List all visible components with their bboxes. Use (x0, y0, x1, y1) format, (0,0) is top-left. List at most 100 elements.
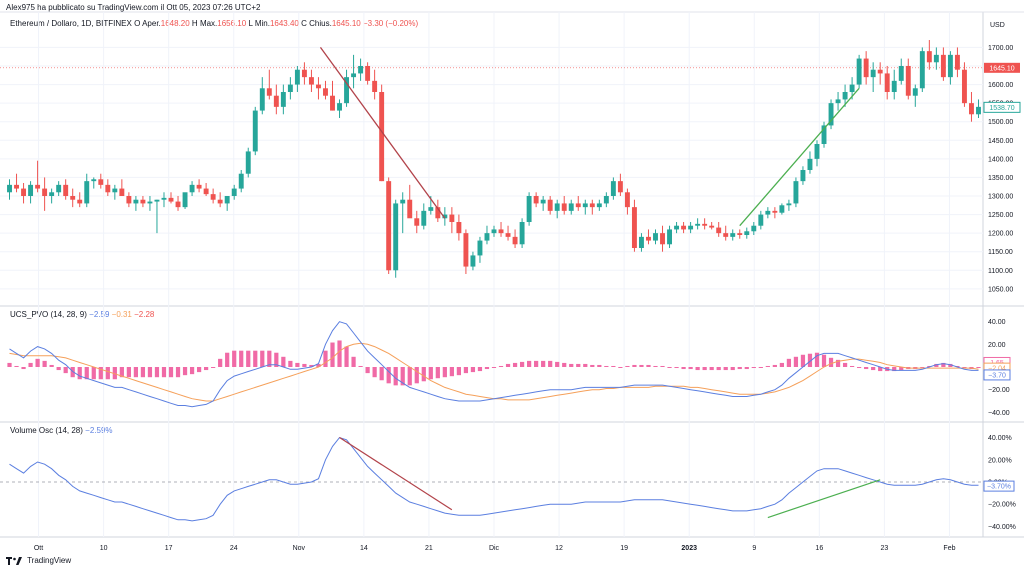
candle-body (393, 203, 399, 271)
volosc-trend-down[interactable] (339, 437, 453, 511)
pvo-histogram-bar (309, 364, 314, 367)
candle-body (554, 203, 560, 211)
pvo-histogram-bar (344, 346, 349, 367)
candle-body (463, 233, 469, 267)
pvo-histogram-bar (821, 354, 827, 367)
candle-body (330, 95, 335, 111)
pvo-histogram-bar (604, 365, 609, 367)
pvo-histogram-bar (7, 362, 12, 367)
volosc-line (9, 437, 979, 522)
pvo-histogram-bar (934, 363, 939, 367)
high-label: Max. (199, 19, 218, 28)
pvo-histogram-bar (765, 365, 770, 367)
candle-body (224, 196, 230, 204)
pvo-histogram-bar (154, 367, 160, 378)
candle-body (77, 199, 83, 204)
candle-body (372, 80, 378, 92)
candle-body (126, 196, 132, 204)
candle-body (421, 210, 427, 226)
volosc-tick-label: 20.00% (988, 457, 1012, 464)
candle-body (926, 51, 932, 63)
candle-body (147, 201, 153, 204)
candle-body (133, 199, 139, 204)
volosc-tick-label: 40.00% (988, 435, 1012, 442)
pvo-histogram-bar (421, 367, 426, 382)
pvo-histogram-bar (646, 364, 651, 367)
trend-line-down[interactable] (319, 47, 446, 219)
candle-body (976, 106, 981, 115)
currency-label: USD (990, 22, 1005, 29)
pvo-value-2: −0.31 (111, 310, 132, 319)
pvo-histogram-bar (590, 364, 595, 367)
pvo-histogram-bar (232, 350, 237, 367)
candle-body (828, 103, 834, 126)
candle-body (884, 73, 890, 92)
candle-body (449, 214, 455, 222)
price-tick-label: 1600.00 (988, 82, 1013, 89)
candle-body (849, 84, 855, 92)
candle-body (477, 240, 483, 256)
pvo-histogram-bar (211, 367, 216, 368)
candle-body (575, 203, 581, 208)
pvo-histogram-bar (351, 356, 356, 367)
candle-body (154, 199, 160, 202)
candle-body (772, 210, 778, 213)
pvo-histogram-bar (976, 367, 981, 369)
pvo-histogram-bar (182, 367, 188, 376)
pvo-histogram-bar (611, 365, 616, 367)
candle-body (730, 233, 736, 237)
pvo-histogram-bar (35, 358, 40, 367)
candle-body (91, 179, 97, 182)
candle-body (28, 184, 34, 196)
volosc-legend[interactable]: Volume Osc (14, 28) −2.59% (10, 426, 113, 435)
pvo-histogram-bar (189, 367, 195, 375)
pvo-histogram-bar (597, 364, 602, 367)
open-label: Aper. (142, 19, 161, 28)
candle-body (217, 199, 223, 204)
candle-body (765, 210, 771, 215)
candle-body (800, 170, 806, 182)
pvo-histogram-bar (878, 367, 883, 372)
price-tick-label: 1100.00 (988, 268, 1013, 275)
pvo-histogram-bar (98, 367, 103, 380)
pvo-histogram-bar (161, 367, 167, 378)
pvo-histogram-bar (260, 350, 265, 367)
candle-body (161, 197, 167, 200)
pvo-histogram-bar (828, 357, 834, 367)
pvo-histogram-bar (119, 367, 124, 378)
current-price-tag-bg (984, 62, 1020, 73)
candle-body (210, 194, 216, 200)
pvo-legend[interactable]: UCS_PVO (14, 28, 9) −2.59 −0.31 −2.28 (10, 310, 154, 319)
candle-body (547, 199, 553, 211)
candle-body (631, 207, 637, 248)
pvo-histogram-bar (723, 367, 728, 371)
pvo-tick-label: 40.00 (988, 319, 1006, 326)
candle-body (870, 69, 876, 78)
candle-body (505, 233, 511, 237)
pvo-histogram-bar (793, 356, 799, 367)
candle-body (688, 225, 694, 230)
candle-body (287, 84, 293, 92)
pvo-histogram-bar (842, 362, 848, 367)
candle-body (470, 255, 476, 267)
pvo-histogram-bar (618, 367, 623, 368)
symbol-name[interactable]: Ethereum / Dollaro, 1D, BITFINEX (10, 19, 132, 28)
trend-line-up[interactable] (739, 87, 860, 227)
pvo-histogram-bar (835, 359, 841, 367)
pvo-histogram-bar (175, 367, 181, 378)
candle-body (961, 69, 967, 104)
pvo-histogram-bar (316, 363, 321, 367)
candle-body (933, 54, 939, 63)
pvo-histogram-bar (548, 360, 553, 367)
pvo-histogram-bar (484, 367, 490, 370)
candle-body (695, 223, 701, 226)
candle-body (63, 184, 69, 196)
pvo-histogram-bar (428, 367, 433, 380)
candle-body (484, 233, 490, 241)
pvo-histogram-bar (358, 365, 363, 367)
pvo-histogram-bar (330, 342, 335, 367)
volosc-trend-up[interactable] (767, 479, 881, 519)
candle-body (400, 199, 406, 204)
pvo-histogram-bar (288, 360, 293, 367)
